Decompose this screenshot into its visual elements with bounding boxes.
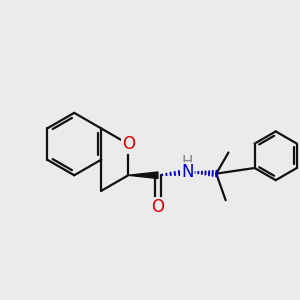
Polygon shape bbox=[128, 172, 158, 178]
Text: O: O bbox=[122, 135, 135, 153]
Text: H: H bbox=[182, 155, 193, 170]
Text: O: O bbox=[152, 198, 164, 216]
Text: N: N bbox=[181, 163, 194, 181]
